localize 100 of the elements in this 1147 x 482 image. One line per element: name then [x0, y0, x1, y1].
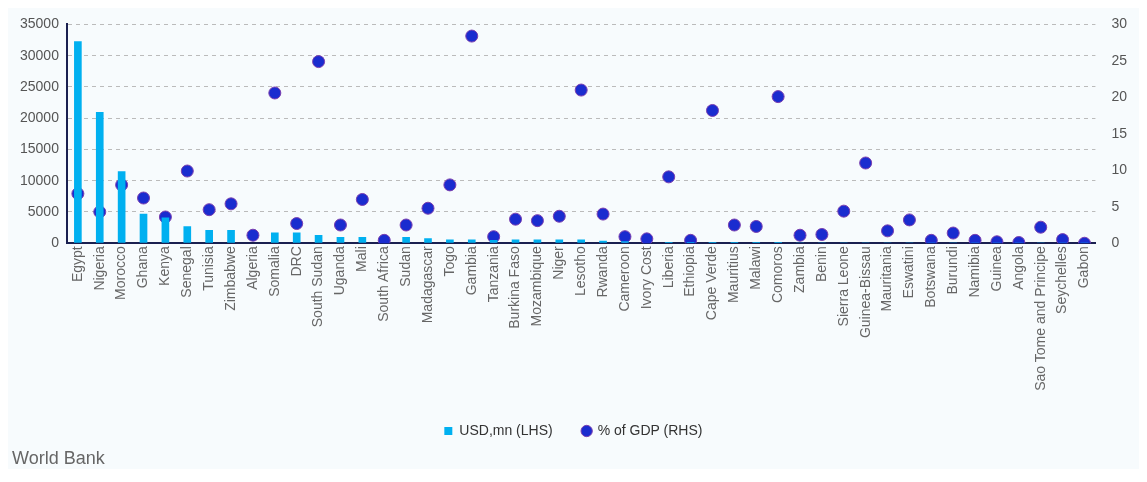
bar	[533, 239, 542, 243]
point	[705, 103, 719, 117]
point	[793, 228, 807, 242]
y-tick-label: 15000	[19, 140, 60, 157]
bar	[424, 238, 432, 243]
x-tick-label: Tanzania	[484, 246, 501, 303]
bar	[139, 213, 148, 243]
x-tick-label: Malawi	[747, 246, 764, 290]
point	[815, 228, 829, 241]
x-tick-label: Niger	[550, 245, 567, 280]
y2-tick-label: 5	[1111, 197, 1120, 214]
point	[1034, 220, 1048, 234]
x-tick-label: Burundi	[944, 246, 961, 295]
x-tick-label: Ghana	[134, 246, 151, 289]
point	[137, 191, 151, 205]
x-tick-label: Gambia	[462, 246, 479, 296]
x-tick-label: Zimbabwe	[221, 246, 238, 311]
x-tick-label: Gabon	[1075, 246, 1092, 289]
x-tick-label: Guinea-Bissau	[856, 246, 873, 339]
bar	[511, 239, 520, 243]
bar	[446, 239, 454, 243]
x-tick-label: Morocco	[112, 246, 129, 300]
bar	[292, 232, 301, 243]
x-tick-label: Eswatini	[900, 246, 917, 299]
bar	[314, 235, 323, 243]
bar	[577, 239, 586, 243]
x-tick-label: Somalia	[265, 246, 282, 297]
bar	[183, 226, 192, 243]
point	[684, 233, 698, 244]
x-tick-label: Cameroon	[615, 246, 632, 312]
point	[465, 29, 479, 43]
x-tick-label: Burkina Faso	[506, 246, 523, 329]
y-tick-label: 20000	[19, 109, 60, 126]
x-tick-label: Comoros	[768, 246, 785, 304]
bar	[74, 41, 82, 243]
point	[312, 55, 326, 69]
x-tick-label: Madagascar	[418, 245, 435, 324]
y-tick-label: 35000	[19, 15, 60, 32]
x-tick-label: Sao Tome and Principe	[1031, 246, 1048, 391]
point	[268, 86, 282, 100]
point	[946, 226, 960, 240]
bar	[489, 240, 498, 243]
bar	[95, 111, 104, 243]
point	[924, 233, 938, 244]
point	[1056, 233, 1070, 244]
point	[902, 213, 916, 227]
point	[749, 219, 763, 233]
bar	[402, 237, 410, 243]
point	[399, 218, 413, 232]
x-tick-label: Rwanda	[593, 246, 610, 298]
x-tick-label: Nigeria	[90, 246, 107, 291]
point	[727, 218, 741, 232]
point	[421, 201, 435, 215]
point	[552, 209, 566, 223]
bar	[358, 237, 367, 243]
bar	[555, 239, 564, 243]
point	[837, 204, 851, 218]
point	[443, 178, 457, 192]
x-tick-label: Ivory Cost	[637, 246, 654, 310]
y2-tick-label: 10	[1111, 161, 1128, 178]
x-tick-label: Sierra Leone	[834, 246, 851, 327]
y-tick-label: 5000	[27, 202, 60, 219]
x-tick-label: Seychelles	[1053, 246, 1070, 314]
point	[290, 217, 304, 231]
x-tick-label: South Africa	[375, 246, 392, 322]
x-tick-label: Benin	[812, 246, 829, 283]
x-tick-label: Sudan	[396, 246, 413, 287]
x-tick-label: Togo	[440, 246, 457, 277]
bar	[161, 217, 170, 243]
point	[859, 156, 873, 170]
x-tick-label: Tunisia	[200, 246, 217, 291]
x-tick-label: Mauritius	[725, 246, 742, 304]
y2-tick-label: 15	[1111, 124, 1128, 141]
bar	[227, 230, 235, 243]
x-tick-label: Mozambique	[528, 246, 545, 327]
x-tick-label: Angola	[1009, 246, 1026, 290]
point	[640, 232, 654, 244]
x-tick-label: Uganda	[331, 246, 348, 296]
point	[509, 212, 523, 226]
point	[662, 170, 676, 184]
x-tick-label: Liberia	[659, 246, 676, 289]
x-tick-label: DRC	[287, 246, 304, 277]
text: World Bank	[11, 448, 106, 469]
point	[377, 233, 391, 244]
y2-tick-label: 30	[1111, 15, 1128, 32]
bar	[599, 240, 607, 243]
x-tick-label: Mauritania	[878, 246, 895, 312]
point	[771, 90, 785, 104]
point	[202, 203, 216, 217]
y2-tick-label: 25	[1111, 51, 1128, 68]
x-tick-label: Egypt	[68, 246, 85, 283]
bar	[467, 239, 476, 243]
y-tick-label: 10000	[19, 171, 60, 188]
x-tick-label: Ethiopia	[681, 246, 698, 297]
point	[596, 207, 610, 221]
legend-label: USD,mn (LHS)	[459, 421, 553, 438]
x-tick-label: Namibia	[965, 246, 982, 298]
x-tick-label: Senegal	[178, 246, 195, 298]
point	[180, 164, 194, 178]
bar	[336, 237, 345, 243]
